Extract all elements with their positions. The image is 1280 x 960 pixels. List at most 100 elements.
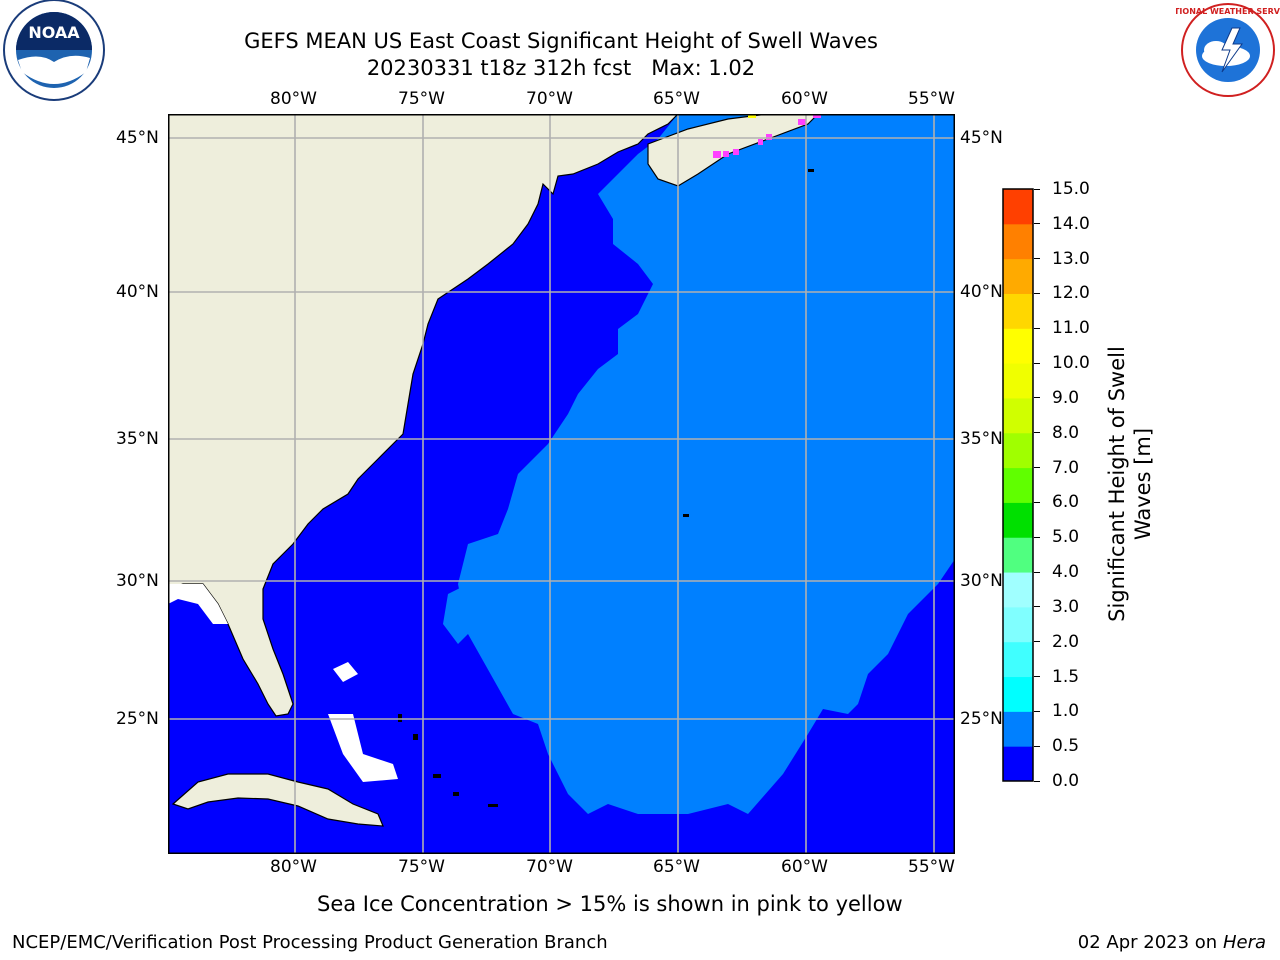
colorbar-tick-mark [1034, 292, 1040, 294]
colorbar-tick-mark [1034, 571, 1040, 573]
colorbar-tick-label: 6.0 [1052, 492, 1080, 513]
colorbar-tick-label: 11.0 [1052, 318, 1090, 339]
bahamas-bank-2 [333, 662, 358, 682]
lat-label-left: 25°N [116, 709, 159, 729]
colorbar-tick-label: 15.0 [1052, 179, 1090, 199]
colorbar-tick-label: 8.0 [1052, 422, 1080, 443]
lon-label-bottom: 60°W [781, 857, 828, 877]
map-panel [168, 114, 955, 854]
colorbar-segment [1003, 328, 1033, 364]
lat-label-left: 35°N [116, 429, 159, 449]
colorbar-tick-mark [1034, 223, 1040, 225]
lon-label-bottom: 70°W [526, 857, 573, 877]
colorbar-segment [1003, 746, 1033, 782]
colorbar-tick-label: 3.0 [1052, 596, 1080, 617]
ocean-mid-swell-patch [443, 584, 468, 644]
lat-label-right: 25°N [960, 709, 1003, 729]
colorbar-tick-label: 12.0 [1052, 283, 1090, 304]
colorbar-tick-label: 9.0 [1052, 387, 1080, 408]
colorbar-tick-mark [1034, 710, 1040, 712]
lat-label-right: 40°N [960, 282, 1003, 302]
colorbar-tick-mark [1034, 362, 1040, 364]
colorbar-tick-mark [1034, 676, 1040, 678]
lon-label-bottom: 55°W [908, 857, 955, 877]
gulf-coastal-band [168, 584, 228, 624]
colorbar-segment [1003, 606, 1033, 643]
colorbar-tick-mark [1034, 327, 1040, 329]
lon-label-top: 70°W [526, 89, 573, 109]
colorbar-segment [1003, 572, 1033, 608]
lon-label-bottom: 75°W [398, 857, 445, 877]
colorbar-tick-label: 1.0 [1052, 701, 1080, 722]
lon-label-bottom: 65°W [653, 857, 700, 877]
svg-text:NATIONAL WEATHER SERVICE: NATIONAL WEATHER SERVICE [1176, 7, 1280, 16]
lon-label-top: 80°W [270, 89, 317, 109]
colorbar-tick-mark [1034, 397, 1040, 399]
sea-ice-yellow-pixel [748, 114, 756, 118]
colorbar-tick-mark [1034, 780, 1040, 782]
colorbar-segment [1003, 189, 1033, 225]
colorbar-label-line1: Significant Height of Swell [1105, 346, 1129, 622]
colorbar-tick-label: 0.5 [1052, 736, 1080, 757]
colorbar-tick-label: 13.0 [1052, 248, 1090, 269]
lat-label-left: 40°N [116, 282, 159, 302]
lon-label-top: 65°W [653, 89, 700, 109]
colorbar-frame [1002, 188, 1034, 782]
sea-ice-pixels [713, 114, 821, 158]
footer-date-text: 02 Apr 2023 on [1077, 932, 1223, 953]
colorbar-segment [1003, 293, 1033, 329]
colorbar-tick-mark [1034, 188, 1040, 190]
colorbar-tick-label: 1.5 [1052, 666, 1080, 687]
colorbar-tick-label: 2.0 [1052, 631, 1080, 652]
colorbar-segment [1003, 711, 1033, 747]
lon-label-bottom: 80°W [270, 857, 317, 877]
colorbar-segment [1003, 467, 1033, 503]
lat-label-right: 35°N [960, 429, 1003, 449]
colorbar-tick-mark [1034, 432, 1040, 434]
colorbar-tick-label: 0.0 [1052, 771, 1080, 791]
bahamas-bank [328, 714, 398, 782]
colorbar-segment [1003, 432, 1033, 469]
lat-label-right: 45°N [960, 128, 1003, 148]
colorbar-tick-label: 14.0 [1052, 213, 1090, 234]
colorbar-segment [1003, 502, 1033, 538]
footer-date: 02 Apr 2023 on Hera [1078, 932, 1266, 954]
colorbar-segment [1003, 676, 1033, 712]
graticule [168, 114, 955, 854]
footer-machine: Hera [1222, 932, 1266, 953]
colorbar-segment [1003, 363, 1033, 399]
colorbar-tick-mark [1034, 501, 1040, 503]
lon-label-top: 75°W [398, 89, 445, 109]
ocean-mid-swell-area [458, 114, 955, 814]
colorbar-tick-label: 10.0 [1052, 353, 1090, 374]
nws-logo-icon: NATIONAL WEATHER SERVICE [1162, 0, 1280, 100]
colorbar-tick-mark [1034, 745, 1040, 747]
colorbar-tick-label: 4.0 [1052, 562, 1080, 583]
colorbar-tick-label: 7.0 [1052, 457, 1080, 478]
colorbar-tick-mark [1034, 641, 1040, 643]
colorbar-tick-mark [1034, 536, 1040, 538]
colorbar-tick-label: 5.0 [1052, 527, 1080, 548]
map-frame [168, 114, 955, 854]
land-cuba [171, 773, 384, 827]
colorbar-segment [1003, 641, 1033, 678]
lon-label-top: 60°W [781, 89, 828, 109]
ocean-mid-swell-patch-2 [498, 649, 538, 684]
sea-ice-note: Sea Ice Concentration > 15% is shown in … [317, 892, 903, 916]
colorbar-segment [1003, 223, 1033, 260]
lat-label-right: 30°N [960, 571, 1003, 591]
chart-title: GEFS MEAN US East Coast Significant Heig… [244, 29, 878, 53]
footer-credit: NCEP/EMC/Verification Post Processing Pr… [12, 932, 608, 953]
lat-label-left: 45°N [116, 128, 159, 148]
colorbar-segment [1003, 258, 1033, 294]
colorbar-segment [1003, 537, 1033, 573]
colorbar-tick-mark [1034, 467, 1040, 469]
colorbar-tick-mark [1034, 606, 1040, 608]
lon-label-top: 55°W [908, 89, 955, 109]
colorbar-segment [1003, 397, 1033, 434]
lat-label-left: 30°N [116, 571, 159, 591]
noaa-logo-icon: NOAA [0, 0, 108, 104]
colorbar [1002, 188, 1034, 782]
svg-text:NOAA: NOAA [28, 23, 80, 42]
chart-subtitle: 20230331 t18z 312h fcst Max: 1.02 [366, 56, 756, 80]
